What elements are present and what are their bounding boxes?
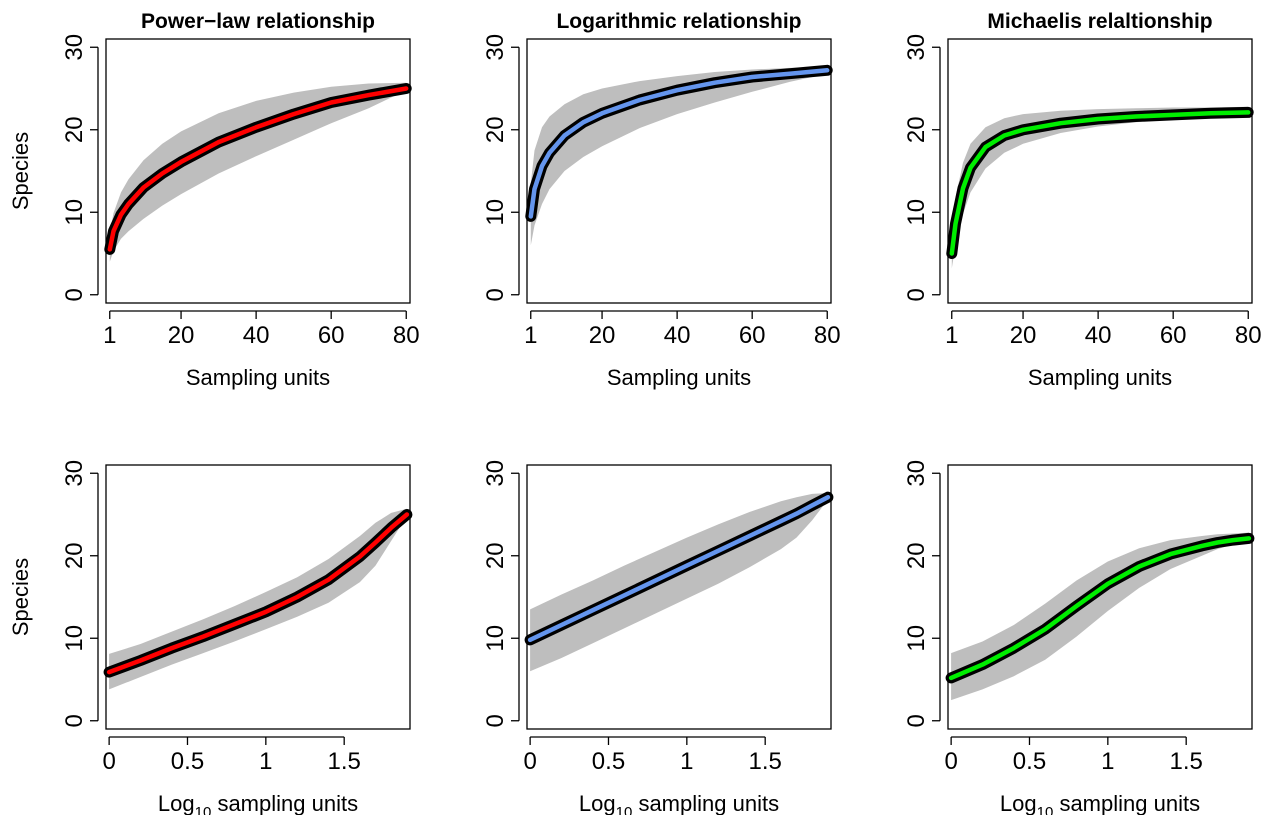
- x-tick-label: 1: [1101, 748, 1114, 775]
- fitted-curve: [527, 494, 831, 643]
- x-axis-label: Sampling units: [1028, 365, 1172, 390]
- confidence-band: [109, 508, 407, 690]
- y-tick-label: 10: [61, 625, 88, 652]
- plot-frame: [105, 38, 411, 304]
- y-tick-label: 20: [61, 116, 88, 143]
- y-tick-label: 10: [903, 199, 930, 226]
- x-tick-label: 80: [814, 322, 841, 349]
- confidence-band: [109, 82, 407, 262]
- x-tick-label: 1.5: [1169, 748, 1202, 775]
- plot-frame: [526, 464, 832, 730]
- y-tick-label: 10: [903, 625, 930, 652]
- y-tick-label: 20: [903, 116, 930, 143]
- y-tick-label: 10: [61, 199, 88, 226]
- y-tick-label: 0: [482, 714, 509, 727]
- chart-panel: 0 10 20 30 1 20 40 60 80 Michaelis relaltionship S…: [903, 10, 1262, 390]
- x-tick-label: 60: [318, 322, 345, 349]
- y-tick-label: 30: [482, 34, 509, 61]
- y-tick-label: 0: [903, 288, 930, 301]
- y-tick-label: 0: [482, 288, 509, 301]
- y-tick-label: 0: [61, 288, 88, 301]
- y-tick-label: 20: [903, 542, 930, 569]
- x-tick-label: 40: [664, 322, 691, 349]
- y-tick-label: 10: [482, 199, 509, 226]
- x-tick-label: 1: [103, 322, 116, 349]
- y-tick-label: 10: [482, 625, 509, 652]
- x-tick-label: 1.5: [327, 748, 360, 775]
- x-tick-label: 1: [680, 748, 693, 775]
- panel-title: Logarithmic relationship: [556, 10, 801, 33]
- plot-frame: [947, 38, 1253, 304]
- panel-title: Michaelis relaltionship: [987, 10, 1212, 33]
- x-axis-label: Log10 sampling units: [1000, 791, 1200, 815]
- x-tick-label: 40: [1085, 322, 1112, 349]
- fitted-curve: [107, 86, 409, 252]
- fitted-curve: [106, 512, 410, 675]
- y-tick-label: 0: [903, 714, 930, 727]
- y-tick-label: 30: [482, 460, 509, 487]
- x-axis-label: Log10 sampling units: [579, 791, 779, 815]
- chart-panel: 0 10 20 30 0 0.5 1 1.5 Log10 sampling units: [482, 460, 834, 815]
- x-tick-label: 20: [168, 322, 195, 349]
- y-axis-label: Species: [8, 132, 33, 210]
- x-tick-label: 1: [945, 322, 958, 349]
- x-tick-label: 60: [739, 322, 766, 349]
- x-tick-label: 60: [1160, 322, 1187, 349]
- x-tick-label: 1.5: [748, 748, 781, 775]
- x-tick-label: 20: [1010, 322, 1037, 349]
- chart-panel: 0 10 20 30 0 0.5 1 1.5 Log10 sampling units: [903, 460, 1255, 815]
- y-tick-label: 30: [903, 460, 930, 487]
- y-tick-label: 20: [482, 116, 509, 143]
- chart-panel: 0 10 20 30 1 20 40 60 80 Logarithmic relationship…: [482, 10, 841, 390]
- confidence-band: [951, 106, 1249, 269]
- x-tick-label: 40: [243, 322, 270, 349]
- x-tick-label: 0: [523, 748, 536, 775]
- y-tick-label: 30: [903, 34, 930, 61]
- x-tick-label: 80: [1235, 322, 1262, 349]
- y-tick-label: 20: [61, 542, 88, 569]
- chart-panel: 0 10 20 30 1 20 40 60 80 Power−law relationship Sa…: [8, 10, 420, 390]
- x-tick-label: 0.5: [171, 748, 204, 775]
- y-tick-label: 0: [61, 714, 88, 727]
- y-axis-label: Species: [8, 558, 33, 636]
- x-tick-label: 0: [944, 748, 957, 775]
- x-tick-label: 0.5: [592, 748, 625, 775]
- plot-frame: [947, 464, 1253, 730]
- x-tick-label: 20: [589, 322, 616, 349]
- fitted-curve: [949, 110, 1251, 256]
- x-tick-label: 1: [259, 748, 272, 775]
- x-axis-label: Sampling units: [607, 365, 751, 390]
- confidence-band: [951, 532, 1249, 701]
- x-axis-label: Sampling units: [186, 365, 330, 390]
- chart-panel: 0 10 20 30 0 0.5 1 1.5 Log10 sampling units Speci…: [8, 460, 413, 815]
- x-tick-label: 0.5: [1013, 748, 1046, 775]
- y-tick-label: 20: [482, 542, 509, 569]
- fitted-curve: [528, 68, 830, 219]
- x-axis-label: Log10 sampling units: [158, 791, 358, 815]
- y-tick-label: 30: [61, 34, 88, 61]
- plot-frame: [105, 464, 411, 730]
- plot-frame: [526, 38, 832, 304]
- y-tick-label: 30: [61, 460, 88, 487]
- x-tick-label: 1: [524, 322, 537, 349]
- x-tick-label: 0: [102, 748, 115, 775]
- panel-title: Power−law relationship: [141, 10, 375, 33]
- x-tick-label: 80: [393, 322, 420, 349]
- fitted-curve: [948, 536, 1252, 681]
